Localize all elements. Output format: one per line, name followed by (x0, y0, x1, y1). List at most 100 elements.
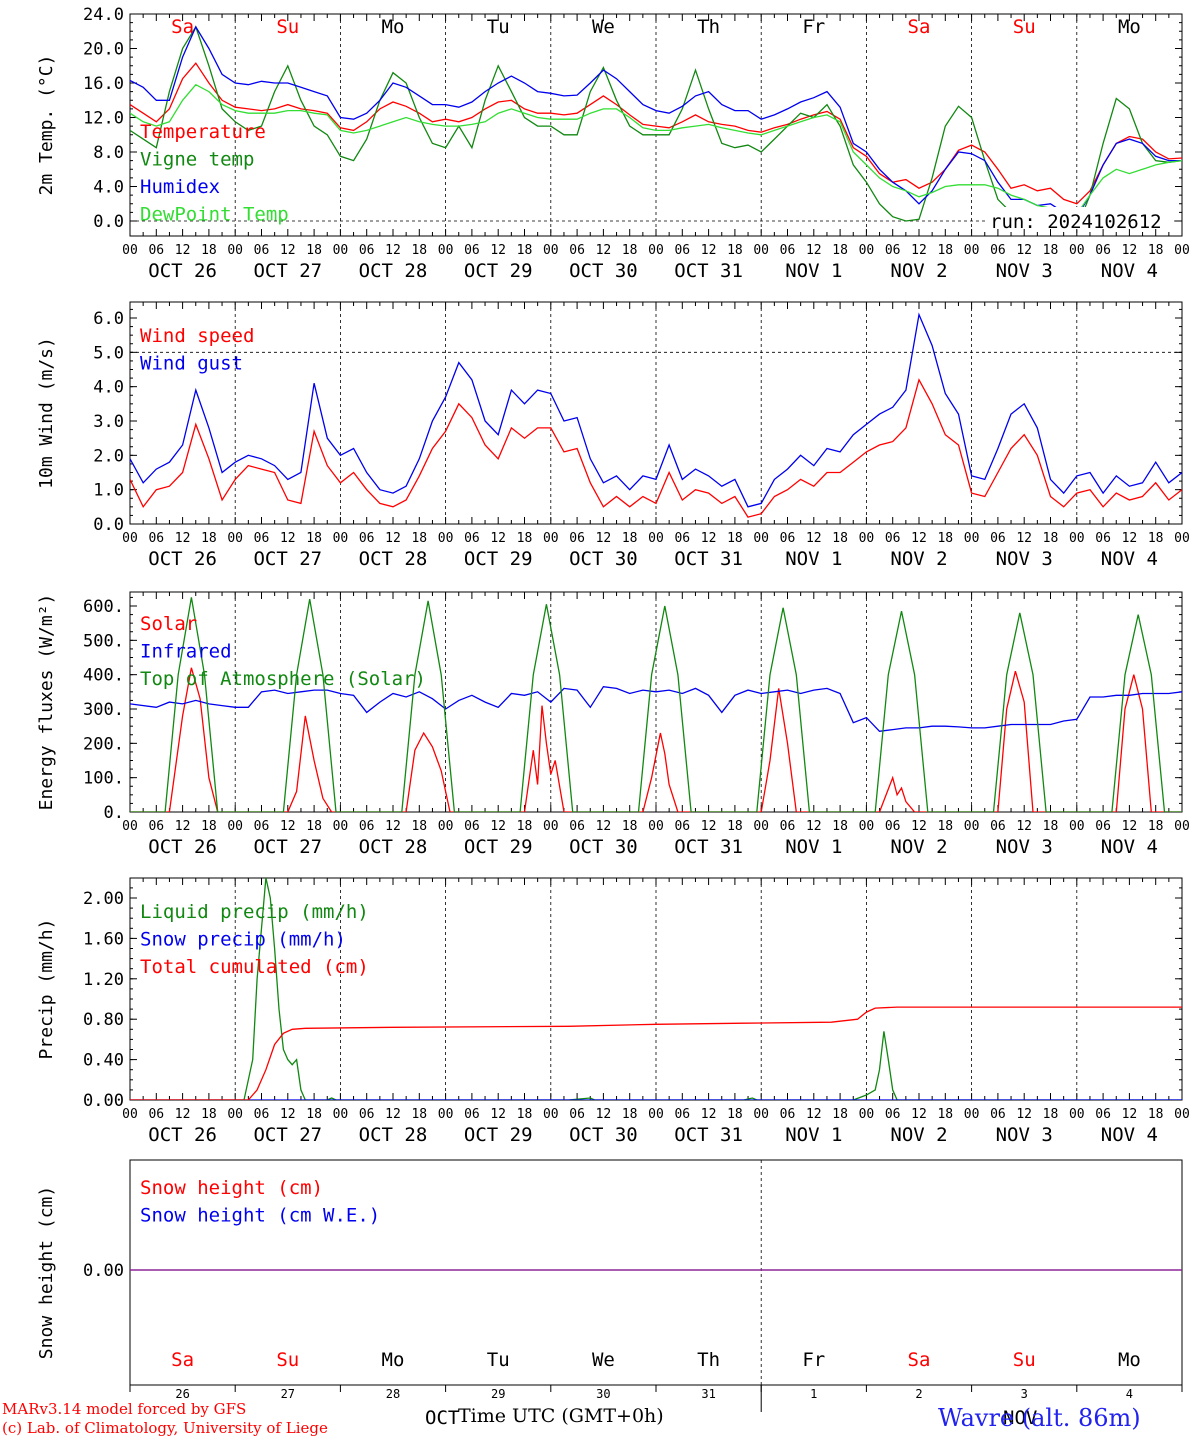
date-label: OCT 30 (569, 548, 638, 570)
legend-entry: Temperature (140, 121, 266, 143)
hour-tick-label: 00 (1174, 531, 1190, 546)
hour-tick-label: 06 (254, 819, 270, 834)
hour-tick-label: 18 (622, 531, 638, 546)
series-line-top-of-atmosphere-solar- (130, 597, 1182, 812)
hour-tick-label: 12 (1016, 1107, 1032, 1122)
hour-tick-label: 06 (674, 243, 690, 258)
date-label: OCT 28 (359, 1124, 428, 1146)
date-label: OCT 27 (253, 1124, 322, 1146)
legend-entry: Infrared (140, 641, 232, 663)
weekday-label: Tu (487, 1349, 510, 1371)
y-tick-label: 6.0 (93, 309, 124, 329)
hour-tick-label: 06 (359, 819, 375, 834)
hour-tick-label: 18 (201, 1107, 217, 1122)
series-group (130, 878, 1182, 1100)
panel-2 (129, 301, 1183, 525)
hour-tick-label: 18 (201, 243, 217, 258)
hour-tick-label: 12 (385, 243, 401, 258)
hour-tick-label: 06 (569, 243, 585, 258)
hour-tick-label: 00 (227, 531, 243, 546)
hour-tick-label: 12 (175, 243, 191, 258)
date-label: NOV 2 (890, 260, 947, 282)
hour-tick-label: 00 (227, 819, 243, 834)
y-tick-label: 0.00 (83, 1091, 124, 1111)
date-label: NOV 4 (1101, 260, 1158, 282)
y-tick-label: 3.0 (93, 412, 124, 432)
hour-tick-label: 06 (780, 243, 796, 258)
date-label: OCT 29 (464, 548, 533, 570)
month-label: OCT (425, 1407, 459, 1429)
legend-entry: Vigne temp (140, 149, 254, 171)
panel-5 (129, 1159, 1183, 1412)
hour-tick-label: 12 (385, 819, 401, 834)
hour-tick-label: 06 (148, 243, 164, 258)
hour-tick-label: 12 (1016, 819, 1032, 834)
weekday-label: Sa (908, 1349, 931, 1371)
weekday-label: Su (276, 16, 299, 38)
legend-entry: Humidex (140, 176, 220, 198)
hour-tick-label: 18 (1148, 531, 1164, 546)
hour-tick-label: 00 (543, 531, 559, 546)
y-tick-label: 8.0 (93, 143, 124, 163)
hour-tick-label: 12 (1016, 531, 1032, 546)
date-label: OCT 26 (148, 836, 217, 858)
date-label: NOV 4 (1101, 1124, 1158, 1146)
hour-tick-label: 12 (280, 243, 296, 258)
date-label: NOV 3 (996, 836, 1053, 858)
hour-tick-label: 00 (1069, 531, 1085, 546)
y-tick-label: 0.0 (93, 515, 124, 535)
station-label: Wavre (alt. 86m) (938, 1404, 1141, 1432)
y-axis-label: Snow height (cm) (36, 1186, 57, 1359)
weekday-label: Th (697, 1349, 720, 1371)
hour-tick-label: 06 (1095, 1107, 1111, 1122)
y-tick-label: 4.0 (93, 378, 124, 398)
hour-tick-label: 06 (990, 531, 1006, 546)
hour-tick-label: 00 (753, 243, 769, 258)
hour-tick-label: 00 (753, 819, 769, 834)
y-axis-label: 2m Temp. (°C) (36, 55, 57, 196)
hour-tick-label: 06 (885, 819, 901, 834)
date-label: OCT 31 (674, 836, 743, 858)
series-line-dewpoint-temp (130, 83, 1182, 215)
y-tick-label: 0. (104, 803, 124, 823)
y-tick-label: 1.20 (83, 970, 124, 990)
y-tick-label: 600. (83, 597, 124, 617)
date-label: NOV 1 (785, 260, 842, 282)
hour-tick-label: 00 (333, 1107, 349, 1122)
legend-entry: Snow height (cm) (140, 1177, 323, 1199)
month-label: NOV (1003, 1407, 1037, 1429)
hour-tick-label: 06 (254, 243, 270, 258)
hour-tick-label: 00 (122, 819, 138, 834)
hour-tick-label: 18 (306, 819, 322, 834)
series-line-vigne-temp (130, 25, 1182, 229)
hour-tick-label: 18 (1148, 819, 1164, 834)
date-label: OCT 29 (464, 260, 533, 282)
weekday-label: Mo (382, 1349, 405, 1371)
hour-tick-label: 06 (359, 531, 375, 546)
date-label: NOV 3 (996, 1124, 1053, 1146)
hour-tick-label: 18 (411, 819, 427, 834)
date-label: OCT 28 (359, 836, 428, 858)
weekday-label: Sa (171, 16, 194, 38)
y-tick-label: 500. (83, 631, 124, 651)
hour-tick-label: 12 (385, 531, 401, 546)
hour-tick-label: 18 (1043, 243, 1059, 258)
y-tick-label: 1.60 (83, 929, 124, 949)
hour-tick-label: 06 (1095, 531, 1111, 546)
hour-tick-label: 00 (964, 819, 980, 834)
hour-tick-label: 12 (280, 819, 296, 834)
y-tick-label: 200. (83, 734, 124, 754)
date-label: NOV 4 (1101, 548, 1158, 570)
date-label: NOV 2 (890, 1124, 947, 1146)
hour-tick-label: 06 (885, 1107, 901, 1122)
hour-tick-label: 12 (911, 819, 927, 834)
date-label: OCT 28 (359, 260, 428, 282)
date-label: OCT 26 (148, 260, 217, 282)
hour-tick-label: 18 (517, 1107, 533, 1122)
hour-tick-label: 12 (175, 1107, 191, 1122)
weekday-label: Su (276, 1349, 299, 1371)
weekday-label: Su (1013, 16, 1036, 38)
legend-entry: Liquid precip (mm/h) (140, 901, 369, 923)
hour-tick-label: 00 (859, 819, 875, 834)
